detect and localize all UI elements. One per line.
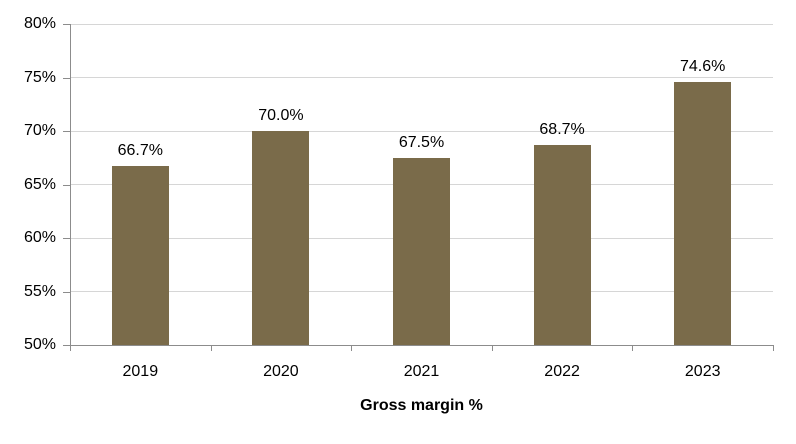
bar-2021 (393, 157, 450, 345)
bar-2022 (533, 144, 591, 345)
y-tick-label: 50% (23, 336, 56, 353)
x-axis-tick (210, 345, 212, 351)
plot-area (70, 23, 773, 345)
x-axis-tick (632, 345, 634, 351)
y-axis-tick (63, 131, 70, 132)
y-axis-tick (63, 184, 70, 186)
x-axis-title: Gross margin % (360, 397, 483, 414)
bar-2023 (674, 81, 732, 345)
bar-2019 (111, 166, 169, 345)
y-tick-label: 65% (23, 175, 56, 193)
x-axis-line (70, 345, 773, 346)
y-axis-line (70, 24, 71, 345)
gridline (70, 23, 773, 25)
bar-value-label: 68.7% (539, 120, 585, 138)
bar-value-label: 70.0% (258, 107, 304, 124)
y-axis-tick (63, 24, 70, 25)
y-tick-label: 55% (23, 282, 56, 300)
bar-value-label: 67.5% (398, 133, 445, 151)
bar-value-label: 74.6% (680, 57, 726, 75)
y-axis-tick (63, 77, 70, 79)
x-tick-label: 2019 (122, 363, 159, 380)
y-tick-label: 60% (23, 229, 56, 246)
x-axis-tick (351, 345, 353, 351)
y-axis-tick (63, 291, 70, 293)
gridline (70, 77, 773, 78)
x-axis-tick (70, 345, 71, 351)
x-tick-label: 2022 (544, 363, 580, 380)
y-tick-label: 80% (23, 15, 56, 32)
y-axis-tick (63, 238, 70, 239)
x-tick-label: 2021 (403, 363, 440, 380)
y-axis-tick (63, 345, 70, 346)
bar-2020 (252, 131, 310, 345)
x-axis-tick (773, 345, 774, 351)
x-axis-tick (491, 345, 493, 351)
bar-value-label: 66.7% (117, 142, 163, 160)
y-tick-label: 70% (23, 122, 56, 139)
y-tick-label: 75% (23, 68, 56, 86)
x-tick-label: 2023 (684, 363, 721, 380)
gridline (70, 130, 773, 132)
x-tick-label: 2020 (263, 363, 299, 380)
